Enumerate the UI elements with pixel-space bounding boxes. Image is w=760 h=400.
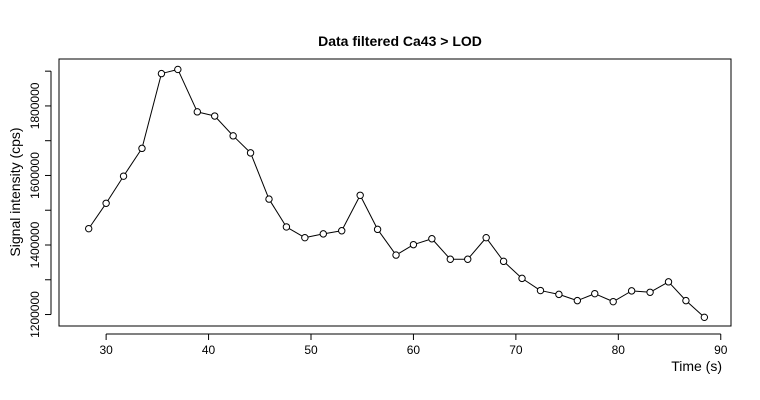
data-point xyxy=(138,144,146,153)
series-line-segment xyxy=(164,69,175,74)
data-point xyxy=(174,65,182,74)
y-tick-label: 1200000 xyxy=(28,291,42,338)
series-line-segment xyxy=(361,197,377,227)
data-point xyxy=(246,149,255,157)
series-line-segment xyxy=(270,201,286,225)
data-point xyxy=(446,255,455,263)
y-tick-label: 1800000 xyxy=(28,82,42,129)
x-tick-label: 60 xyxy=(407,343,421,357)
x-axis: 30 40 50 60 70 80 90 xyxy=(99,333,728,357)
data-point xyxy=(102,199,110,207)
series-line-segment xyxy=(107,178,123,201)
series-line-segment xyxy=(561,294,575,301)
series-line-segment xyxy=(251,155,269,197)
data-point xyxy=(282,223,291,231)
x-tick-label: 80 xyxy=(612,343,626,357)
series-line-segment xyxy=(580,294,592,300)
data-point xyxy=(464,255,472,263)
series-line-segment xyxy=(288,228,303,237)
data-point xyxy=(356,191,364,199)
series-line-segment xyxy=(178,72,197,110)
plot-area-frame xyxy=(58,58,732,327)
series-line-segment xyxy=(307,234,321,238)
data-point xyxy=(319,230,327,238)
data-point xyxy=(301,233,309,242)
series-line-segment xyxy=(326,230,339,234)
data-point xyxy=(518,274,526,283)
data-point xyxy=(646,288,654,296)
x-tick-label: 30 xyxy=(99,343,113,357)
x-tick-label: 70 xyxy=(509,343,523,357)
data-point xyxy=(373,225,382,234)
data-point xyxy=(338,227,346,235)
data-point xyxy=(682,296,690,305)
x-tick-label: 40 xyxy=(202,343,216,357)
series-line-segment xyxy=(487,239,503,260)
data-point xyxy=(265,195,273,203)
series-line-segment xyxy=(416,239,429,245)
x-tick-label: 90 xyxy=(714,343,728,357)
data-point xyxy=(627,287,636,295)
data-point xyxy=(392,251,400,259)
series-line-segment xyxy=(505,263,521,277)
data-point xyxy=(428,235,436,243)
data-point xyxy=(591,289,599,298)
series-line-segment xyxy=(235,137,249,151)
series-line-segment xyxy=(687,302,703,316)
series-line-segment xyxy=(342,197,360,229)
data-point xyxy=(482,233,490,242)
series-line-segment xyxy=(597,294,611,301)
data-point xyxy=(700,313,709,322)
data-point xyxy=(499,257,508,266)
series-line-segment xyxy=(524,279,539,290)
data-point xyxy=(664,278,673,286)
series-line-segment xyxy=(433,240,449,258)
series-line-segment xyxy=(615,292,630,301)
series-line-segment xyxy=(469,239,485,258)
data-point xyxy=(609,297,617,306)
data-point xyxy=(119,172,128,180)
chart-title: Data filtered Ca43 > LOD xyxy=(318,33,482,49)
data-point xyxy=(573,296,582,305)
series-line-segment xyxy=(216,118,232,134)
y-axis: 1200000 1400000 1600000 1800000 xyxy=(28,70,52,338)
data-point xyxy=(85,224,93,233)
series-layer xyxy=(85,65,709,322)
data-point xyxy=(229,132,237,140)
x-axis-label: Time (s) xyxy=(671,358,722,374)
series-line-segment xyxy=(670,283,685,299)
series-line-segment xyxy=(543,290,556,295)
series-line-segment xyxy=(652,282,666,292)
data-point xyxy=(211,112,219,120)
data-point xyxy=(157,69,166,78)
data-point xyxy=(193,108,201,116)
x-tick-label: 50 xyxy=(304,343,318,357)
y-axis-label: Signal intensity (cps) xyxy=(7,127,23,256)
series-line-segment xyxy=(124,150,141,174)
series-line-segment xyxy=(90,205,105,227)
series-line-segment xyxy=(379,231,395,253)
series-line-segment xyxy=(142,76,162,146)
data-point xyxy=(409,240,418,249)
y-tick-label: 1600000 xyxy=(28,152,42,199)
y-tick-label: 1400000 xyxy=(28,221,42,268)
series-line-segment xyxy=(200,112,212,116)
series-line-segment xyxy=(398,245,411,254)
data-point xyxy=(555,290,563,299)
series-line-segment xyxy=(634,290,647,293)
data-point xyxy=(536,286,545,295)
